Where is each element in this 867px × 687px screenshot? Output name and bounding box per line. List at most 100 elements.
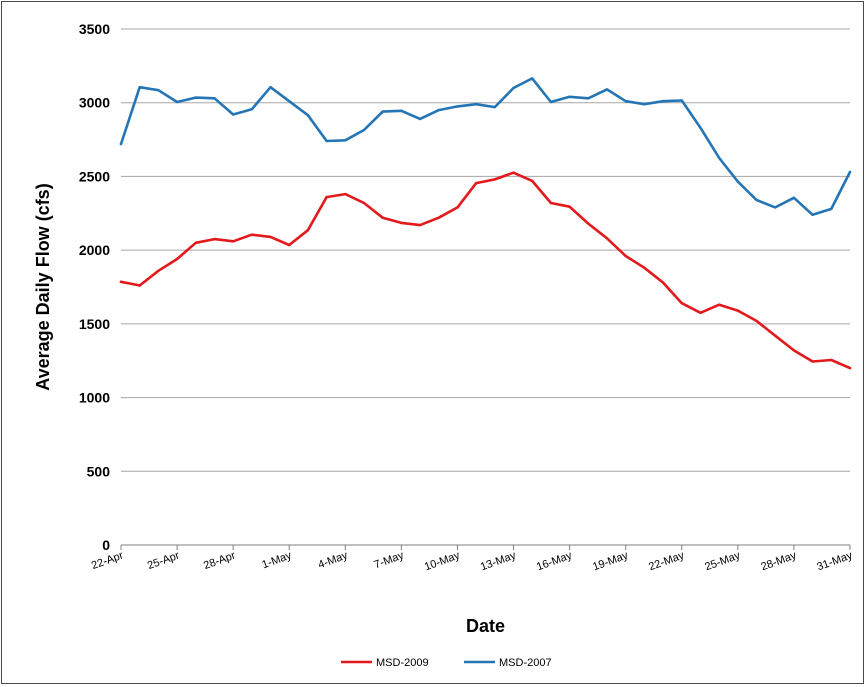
- x-tick-label: 16-May: [535, 549, 574, 573]
- data-point: [624, 254, 627, 258]
- x-tick-label: 4-May: [317, 549, 350, 571]
- data-point: [400, 221, 403, 225]
- data-point: [232, 113, 235, 116]
- data-point: [605, 237, 609, 240]
- data-point: [661, 281, 665, 284]
- data-point: [830, 207, 833, 211]
- data-point: [119, 280, 123, 283]
- data-point: [194, 241, 197, 244]
- data-point: [792, 349, 796, 352]
- data-point: [437, 216, 440, 219]
- y-tick-labels: 0 500 1000 1500 2000 2500 3000 3500: [79, 21, 110, 553]
- data-point: [605, 88, 609, 91]
- data-point: [157, 89, 160, 92]
- data-point: [344, 192, 347, 196]
- data-point: [456, 206, 459, 209]
- data-point: [232, 240, 235, 243]
- data-point: [699, 126, 702, 129]
- x-tick-label: 22-May: [647, 549, 686, 573]
- x-tick-label: 28-Apr: [202, 549, 237, 572]
- data-point: [848, 170, 852, 174]
- data-point: [418, 117, 422, 121]
- data-point: [288, 100, 291, 103]
- data-point: [362, 128, 366, 132]
- data-point: [400, 109, 403, 113]
- data-point: [792, 196, 796, 199]
- data-point: [661, 100, 665, 103]
- x-tick-labels: 22-Apr 25-Apr 28-Apr 1-May 4-May 7-May 10-May 1…: [90, 545, 854, 573]
- y-tick-label: 3000: [79, 95, 110, 111]
- data-point: [362, 201, 366, 205]
- y-tick-label: 0: [102, 537, 110, 553]
- data-point: [250, 108, 253, 111]
- data-point: [138, 284, 141, 287]
- x-tick-label: 25-May: [703, 549, 742, 573]
- x-tick-label: 19-May: [591, 549, 630, 573]
- x-tick-label: 28-May: [759, 549, 798, 573]
- y-axis-title: Average Daily Flow (cfs): [33, 183, 53, 390]
- data-point: [493, 105, 496, 109]
- x-tick-label: 1-May: [260, 549, 293, 571]
- data-point: [549, 201, 553, 205]
- data-point: [531, 77, 534, 80]
- y-tick-label: 1500: [79, 316, 110, 332]
- data-point: [344, 139, 347, 142]
- data-point: [250, 233, 253, 236]
- data-point: [755, 319, 758, 323]
- data-point: [587, 222, 590, 225]
- data-point: [643, 103, 646, 106]
- data-point: [119, 142, 123, 146]
- data-point: [288, 243, 291, 247]
- y-tick-label: 500: [87, 463, 111, 479]
- series-lines: [119, 77, 852, 370]
- data-point: [475, 181, 478, 185]
- y-tick-label: 2500: [79, 168, 110, 184]
- data-point: [306, 229, 310, 232]
- data-point: [568, 205, 571, 208]
- data-point: [811, 213, 814, 216]
- data-point: [213, 97, 216, 100]
- data-point: [325, 139, 328, 143]
- data-point: [512, 171, 515, 174]
- data-point: [811, 360, 814, 363]
- legend: MSD-2009 MSD-2007: [341, 657, 552, 669]
- x-tick-label: 13-May: [479, 549, 518, 573]
- data-point: [718, 303, 721, 306]
- data-point: [157, 269, 160, 272]
- data-point: [699, 311, 702, 314]
- legend-label: MSD-2009: [376, 657, 429, 669]
- data-point: [568, 95, 571, 99]
- x-tick-label: 10-May: [423, 549, 462, 573]
- data-point: [325, 195, 328, 199]
- data-point: [774, 206, 777, 209]
- data-point: [643, 266, 646, 269]
- series-line-msd-2007: [119, 77, 852, 217]
- data-point: [269, 86, 272, 89]
- y-tick-label: 2000: [79, 242, 110, 258]
- x-axis-title: Date: [466, 616, 505, 636]
- x-tick-label: 31-May: [815, 549, 854, 573]
- data-point: [175, 257, 179, 261]
- data-point: [680, 99, 683, 102]
- data-point: [736, 309, 739, 312]
- data-point: [755, 198, 758, 202]
- data-point: [418, 223, 422, 227]
- data-point: [306, 114, 310, 117]
- data-point: [549, 100, 553, 104]
- legend-label: MSD-2007: [499, 657, 552, 669]
- data-point: [624, 100, 627, 103]
- data-point: [493, 178, 496, 181]
- data-point: [213, 237, 216, 241]
- data-point: [269, 235, 272, 239]
- data-point: [381, 110, 384, 113]
- data-point: [456, 105, 459, 108]
- data-point: [774, 334, 777, 337]
- data-point: [531, 179, 534, 183]
- data-point: [848, 366, 852, 370]
- data-point: [718, 156, 721, 160]
- x-tick-label: 7-May: [373, 549, 406, 571]
- data-point: [680, 302, 683, 305]
- data-point: [475, 103, 478, 106]
